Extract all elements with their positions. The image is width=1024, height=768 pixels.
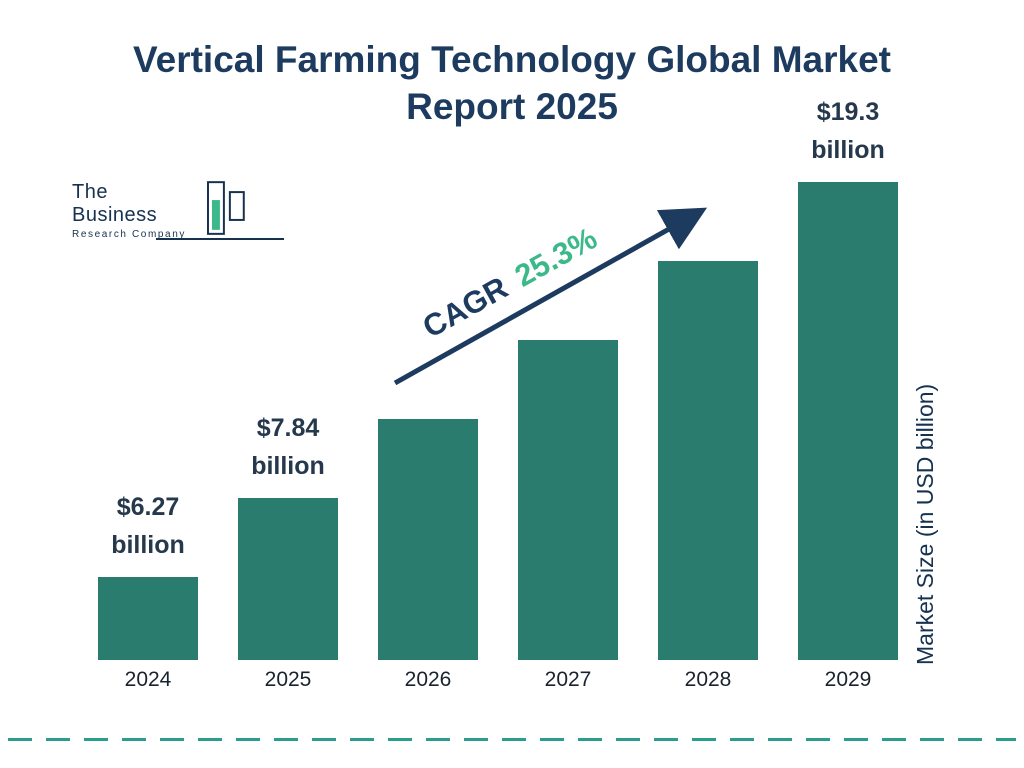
bar-value-label-2025: $7.84 billion — [251, 409, 325, 487]
cagr-value: 25.3% — [508, 220, 603, 294]
bar-2027 — [518, 340, 618, 660]
bottom-dashed-line — [8, 738, 1016, 741]
value-unit: billion — [811, 136, 885, 165]
logo-text-block: The Business Research Company — [72, 181, 198, 240]
x-axis-label-2025: 2025 — [264, 668, 312, 691]
x-axis-label-2029: 2029 — [824, 668, 872, 691]
bar-column-2028 — [658, 261, 758, 660]
bar-column-2025: $7.84 billion — [238, 409, 338, 660]
value-unit: billion — [111, 531, 185, 560]
value-amount: $7.84 — [256, 413, 320, 442]
x-axis: 2024 2025 2026 2027 2028 2029 — [98, 668, 898, 692]
bar-2028 — [658, 261, 758, 660]
bar-value-label-2029: $19.3 billion — [811, 93, 885, 171]
x-axis-label-2028: 2028 — [684, 668, 732, 691]
value-amount: $19.3 — [816, 97, 880, 126]
cagr-label: CAGR — [416, 269, 514, 345]
bar-value-label-2024: $6.27 billion — [111, 488, 185, 566]
logo-line2: Research Company — [72, 229, 186, 240]
bar-column-2029: $19.3 billion — [798, 93, 898, 660]
x-axis-label-2026: 2026 — [404, 668, 452, 691]
value-amount: $6.27 — [116, 492, 180, 521]
bar-column-2024: $6.27 billion — [98, 488, 198, 660]
bar-column-2026 — [378, 419, 478, 660]
bar-chart: $6.27 billion $7.84 billion $19.3 billio… — [98, 80, 898, 660]
x-axis-label-2027: 2027 — [544, 668, 592, 691]
x-axis-label-2024: 2024 — [124, 668, 172, 691]
y-axis-label: Market Size (in USD billion) — [912, 383, 938, 665]
company-logo: The Business Research Company — [72, 178, 284, 240]
bar-2029 — [798, 182, 898, 660]
bar-2026 — [378, 419, 478, 660]
bar-2024 — [98, 577, 198, 660]
logo-underline — [156, 238, 284, 240]
logo-bars-icon — [207, 181, 246, 235]
bar-column-2027 — [518, 340, 618, 660]
value-unit: billion — [251, 452, 325, 481]
bar-2025 — [238, 498, 338, 660]
page-title: Vertical Farming Technology Global Marke… — [133, 39, 891, 128]
logo-line1: The Business — [72, 181, 158, 226]
